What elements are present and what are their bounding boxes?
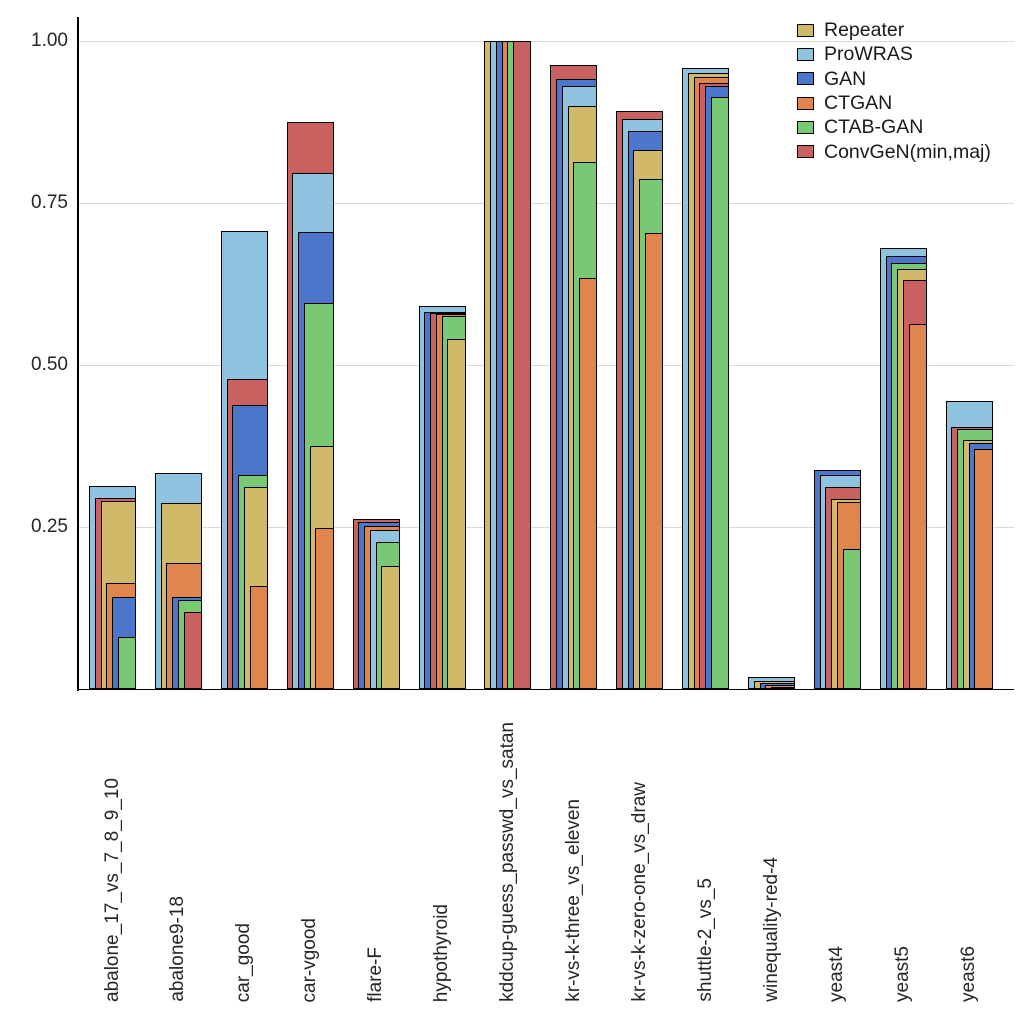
x-tick-label: yeast5 (892, 946, 914, 1002)
x-tick-label: hypothyroid (431, 903, 452, 1002)
y-axis-spine (77, 17, 79, 691)
bar-ctab-gan (117, 637, 136, 689)
x-tick-label: shuttle-2_vs_5 (694, 878, 716, 1002)
bar-ctgan (644, 233, 664, 689)
gridline (79, 203, 1014, 204)
bar-ctgan (908, 324, 927, 689)
x-axis-spine (77, 688, 1014, 690)
legend-label: Repeater (824, 19, 905, 42)
legend: Repeater ProWRAS GAN CTGAN CTAB-GAN ConvGeN(m… (797, 18, 991, 164)
legend-label: GAN (824, 67, 867, 90)
x-tick-label: car_good (233, 922, 255, 1002)
legend-item: ConvGeN(min,maj) (797, 139, 991, 163)
legend-swatch-icon (797, 23, 814, 37)
y-tick-label: 1.00 (31, 30, 68, 51)
legend-item: GAN (797, 67, 991, 91)
x-tick-label: abalone9-18 (167, 896, 189, 1002)
bar-ctab-gan (710, 97, 730, 689)
bar-convgen-min-maj- (183, 612, 202, 689)
x-tick-label: yeast4 (826, 946, 848, 1002)
bar-ctgan (249, 586, 268, 689)
bar-ctab-gan (842, 549, 861, 689)
legend-item: CTAB-GAN (797, 115, 991, 139)
y-tick-label: 0.25 (31, 516, 68, 537)
legend-label: CTAB-GAN (824, 116, 924, 139)
x-tick-label: car-vgood (299, 917, 321, 1003)
x-tick-label: kr-vs-k-three_vs_eleven (562, 799, 584, 1002)
x-tick-label: kr-vs-k-zero-one_vs_draw (628, 782, 650, 1002)
legend-swatch-icon (797, 72, 814, 86)
bar-ctgan (579, 278, 598, 689)
gridline (79, 41, 1014, 42)
legend-item: ProWRAS (797, 42, 991, 66)
bar-repeater (381, 566, 400, 689)
bar-ctgan (315, 528, 334, 689)
bar-ctgan (974, 449, 993, 689)
legend-item: CTGAN (797, 91, 991, 115)
x-tick-label: winequality-red-4 (760, 857, 782, 1002)
legend-label: ProWRAS (824, 43, 913, 66)
x-tick-label: kddcup-guess_passwd_vs_satan (496, 722, 518, 1002)
x-tick-label: abalone_17_vs_7_8_9_10 (101, 778, 123, 1002)
legend-swatch-icon (797, 47, 814, 61)
legend-label: ConvGeN(min,maj) (824, 140, 991, 163)
legend-item: Repeater (797, 18, 991, 42)
legend-swatch-icon (797, 145, 814, 159)
gridline (79, 365, 1014, 366)
x-tick-label: yeast6 (958, 946, 980, 1002)
y-tick-label: 0.50 (31, 354, 68, 375)
gridline (79, 527, 1014, 528)
bar-convgen-min-maj- (513, 41, 532, 689)
legend-swatch-icon (797, 120, 814, 134)
y-tick-label: 0.75 (31, 192, 68, 213)
legend-swatch-icon (797, 96, 814, 110)
bar-repeater (447, 339, 466, 689)
x-tick-label: flare-F (365, 947, 387, 1002)
legend-label: CTGAN (824, 92, 893, 115)
